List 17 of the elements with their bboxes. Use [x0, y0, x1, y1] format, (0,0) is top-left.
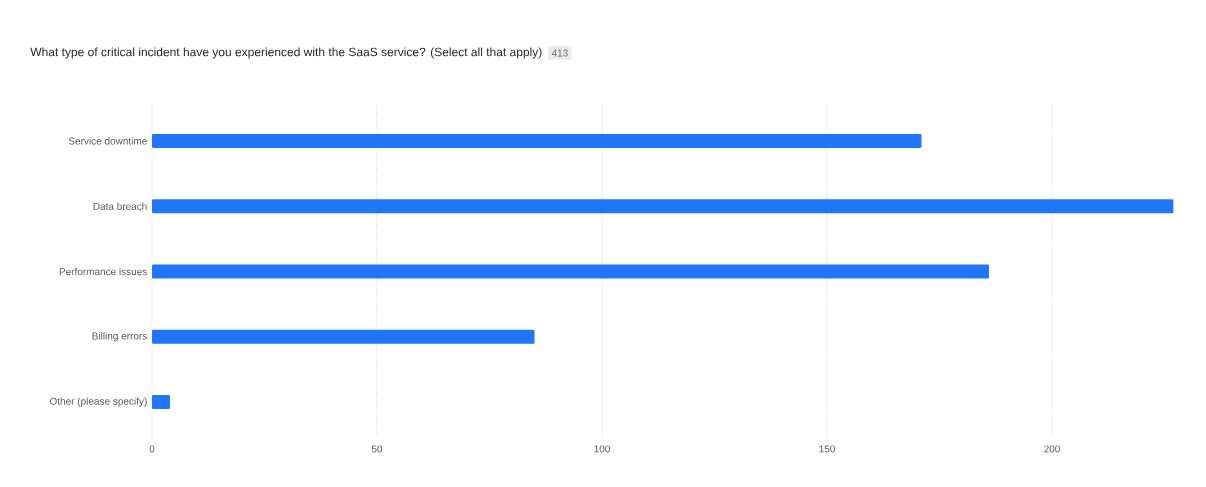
x-tick-label: 200: [1044, 445, 1060, 453]
bar: [152, 199, 1174, 214]
y-tick-label: Service downtime: [68, 137, 147, 145]
x-tick-label: 150: [819, 445, 835, 453]
bar: [152, 264, 990, 279]
y-tick-label: Billing errors: [92, 332, 147, 342]
y-tick-label: Data breach: [93, 202, 147, 210]
x-tick-label: 0: [149, 445, 155, 453]
x-tick-label: 50: [371, 445, 383, 453]
y-tick-label: Other (please specify): [49, 397, 147, 407]
bar: [152, 329, 535, 344]
bar: [152, 133, 922, 148]
chart-title: What type of critical incident have you experienced with the SaaS service? (Select all that apply): [30, 47, 542, 59]
bar: [152, 395, 171, 410]
text: 413: [551, 49, 568, 57]
y-tick-label: Performance issues: [59, 267, 147, 276]
x-tick-label: 100: [594, 445, 610, 453]
